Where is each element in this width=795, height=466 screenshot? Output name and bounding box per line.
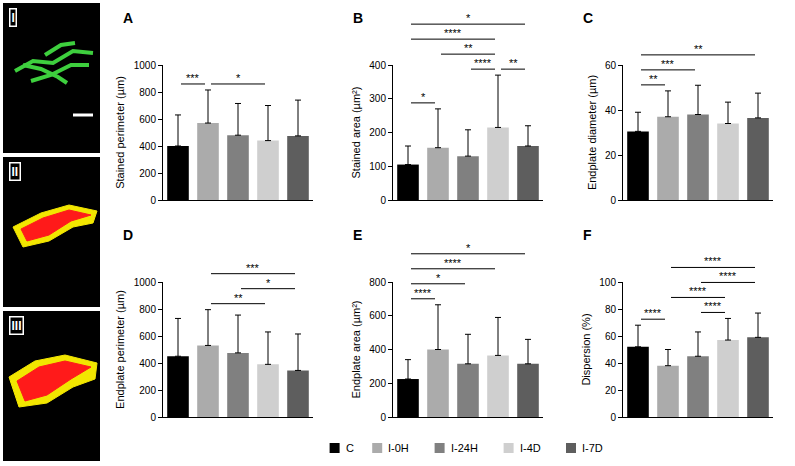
svg-text:I-4D: I-4D: [520, 442, 541, 454]
svg-text:0: 0: [150, 412, 156, 423]
svg-text:*: *: [466, 242, 471, 254]
svg-text:**: **: [649, 73, 658, 85]
svg-text:300: 300: [369, 93, 386, 104]
svg-text:0: 0: [610, 412, 616, 423]
svg-text:60: 60: [605, 60, 617, 71]
svg-text:100: 100: [599, 277, 616, 288]
svg-text:800: 800: [369, 277, 386, 288]
svg-text:**: **: [694, 43, 703, 55]
svg-text:****: ****: [689, 285, 707, 297]
svg-text:****: ****: [444, 257, 462, 269]
svg-text:*: *: [236, 72, 241, 84]
svg-text:****: ****: [719, 270, 737, 282]
svg-text:***: ***: [661, 58, 675, 70]
svg-text:200: 200: [369, 378, 386, 389]
svg-text:0: 0: [380, 195, 386, 206]
svg-text:****: ****: [704, 255, 722, 267]
svg-text:600: 600: [139, 331, 156, 342]
svg-text:400: 400: [139, 358, 156, 369]
svg-text:C: C: [583, 10, 593, 26]
svg-text:***: ***: [246, 262, 260, 274]
svg-text:800: 800: [139, 304, 156, 315]
svg-text:I-0H: I-0H: [388, 442, 409, 454]
svg-text:600: 600: [369, 310, 386, 321]
svg-text:*: *: [266, 277, 271, 289]
svg-text:400: 400: [369, 344, 386, 355]
svg-text:0: 0: [610, 195, 616, 206]
svg-text:100: 100: [369, 161, 386, 172]
svg-text:I-7D: I-7D: [582, 442, 603, 454]
svg-text:****: ****: [414, 287, 432, 299]
svg-text:III: III: [12, 319, 22, 333]
svg-text:Stained perimeter (µm): Stained perimeter (µm): [114, 76, 126, 189]
svg-text:II: II: [12, 165, 19, 179]
svg-text:C: C: [346, 442, 354, 454]
svg-text:80: 80: [605, 304, 617, 315]
svg-text:200: 200: [139, 385, 156, 396]
svg-text:A: A: [123, 10, 133, 26]
svg-text:200: 200: [139, 168, 156, 179]
svg-text:I-24H: I-24H: [451, 442, 478, 454]
svg-text:***: ***: [186, 72, 200, 84]
svg-text:20: 20: [605, 385, 617, 396]
svg-text:I: I: [12, 11, 15, 25]
svg-text:**: **: [509, 57, 518, 69]
svg-text:0: 0: [380, 412, 386, 423]
svg-text:B: B: [353, 10, 363, 26]
svg-text:600: 600: [139, 114, 156, 125]
svg-text:Endplate diameter (µm): Endplate diameter (µm): [586, 75, 598, 190]
svg-text:*: *: [466, 12, 471, 24]
svg-text:200: 200: [369, 127, 386, 138]
svg-text:E: E: [353, 227, 362, 243]
svg-text:Endplate area (µm²): Endplate area (µm²): [350, 300, 362, 398]
svg-text:*: *: [421, 91, 426, 103]
svg-text:400: 400: [139, 141, 156, 152]
svg-text:800: 800: [139, 87, 156, 98]
svg-text:1000: 1000: [134, 277, 157, 288]
svg-text:40: 40: [605, 105, 617, 116]
svg-text:Dispersion (%): Dispersion (%): [580, 313, 592, 385]
svg-text:****: ****: [444, 27, 462, 39]
svg-text:****: ****: [644, 307, 662, 319]
svg-text:40: 40: [605, 358, 617, 369]
svg-text:*: *: [436, 272, 441, 284]
svg-text:Stained area (µm²): Stained area (µm²): [350, 87, 362, 179]
svg-text:D: D: [123, 227, 133, 243]
svg-text:20: 20: [605, 150, 617, 161]
svg-text:****: ****: [474, 57, 492, 69]
svg-text:1000: 1000: [134, 60, 157, 71]
svg-text:60: 60: [605, 331, 617, 342]
svg-text:F: F: [583, 227, 592, 243]
svg-text:****: ****: [704, 300, 722, 312]
svg-text:**: **: [234, 292, 243, 304]
svg-text:0: 0: [150, 195, 156, 206]
svg-text:400: 400: [369, 60, 386, 71]
svg-text:Endplate perimeter (µm): Endplate perimeter (µm): [114, 290, 126, 409]
svg-text:**: **: [464, 42, 473, 54]
